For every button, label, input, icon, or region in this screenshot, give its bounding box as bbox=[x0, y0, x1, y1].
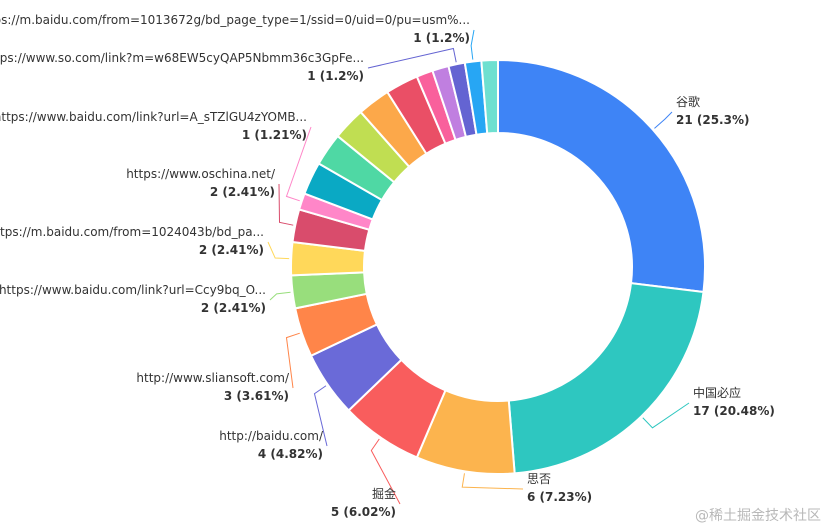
label-leader-line bbox=[285, 126, 312, 202]
slice-name-label: https://www.baidu.com/link?url=A_sTZlGU4… bbox=[0, 110, 307, 124]
donut-slice[interactable] bbox=[497, 58, 706, 294]
label-leader-line bbox=[654, 111, 673, 129]
slice-value-label: 4 (4.82%) bbox=[258, 447, 323, 461]
slice-value-label: 1 (1.21%) bbox=[242, 128, 307, 142]
donut-slice[interactable] bbox=[507, 282, 705, 475]
slice-name-label: 中国必应 bbox=[693, 385, 741, 400]
label-leader-line bbox=[267, 241, 290, 260]
slice-name-label: https://www.so.com/link?m=w68EW5cyQAP5Nb… bbox=[0, 51, 364, 65]
slice-value-label: 1 (1.2%) bbox=[413, 31, 470, 45]
label-leader-line bbox=[367, 47, 457, 69]
slice-name-label: http://www.sliansoft.com/ bbox=[136, 371, 290, 385]
slice-value-label: 2 (2.41%) bbox=[199, 243, 264, 257]
slice-value-label: 21 (25.3%) bbox=[676, 113, 749, 127]
slice-name-label: https://www.oschina.net/ bbox=[126, 167, 276, 181]
slice-value-label: 6 (7.23%) bbox=[527, 490, 592, 504]
label-leader-line bbox=[370, 438, 401, 505]
slice-name-label: https://www.baidu.com/link?url=Ccy9bq_O.… bbox=[0, 283, 266, 297]
donut-slice[interactable] bbox=[480, 58, 499, 135]
label-leader-line bbox=[461, 473, 524, 490]
slice-value-label: 2 (2.41%) bbox=[210, 185, 275, 199]
slice-value-label: 2 (2.41%) bbox=[201, 301, 266, 315]
label-leader-line bbox=[313, 385, 328, 447]
slice-value-label: 3 (3.61%) bbox=[224, 389, 289, 403]
label-leader-line bbox=[278, 183, 294, 226]
slice-value-label: 1 (1.2%) bbox=[307, 69, 364, 83]
slice-value-label: 17 (20.48%) bbox=[693, 404, 775, 418]
slice-name-label: https://m.baidu.com/from=1013672g/bd_pag… bbox=[0, 13, 470, 27]
slice-name-label: http://baidu.com/ bbox=[219, 429, 324, 443]
label-leader-line bbox=[642, 402, 690, 429]
slice-value-label: 5 (6.02%) bbox=[331, 505, 396, 519]
watermark: @稀土掘金技术社区 bbox=[695, 508, 821, 524]
slice-name-label: https://m.baidu.com/from=1024043b/bd_pa.… bbox=[0, 225, 264, 239]
label-leader-line bbox=[470, 29, 475, 60]
label-leader-line bbox=[285, 332, 300, 389]
slice-name-label: 掘金 bbox=[372, 486, 396, 501]
slice-name-label: 思否 bbox=[527, 472, 551, 486]
slice-name-label: 谷歌 bbox=[676, 94, 700, 109]
label-leader-line bbox=[269, 291, 291, 301]
